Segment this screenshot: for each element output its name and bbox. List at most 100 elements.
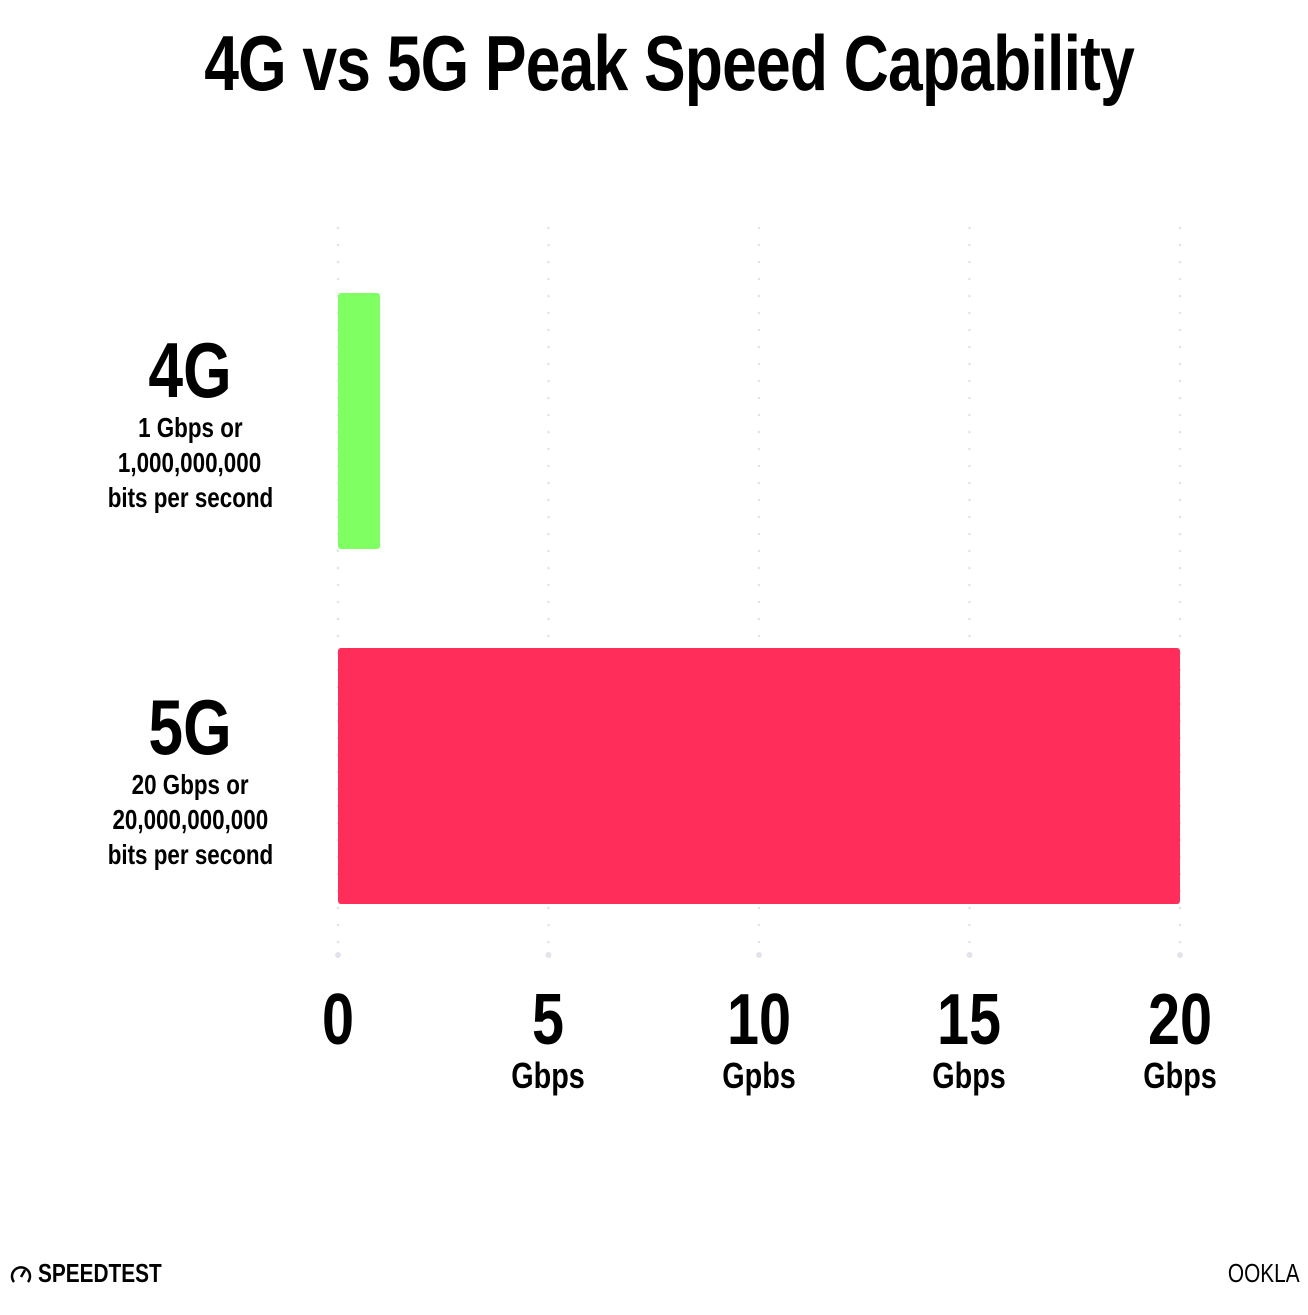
speedtest-logo: SPEEDTEST (8, 1258, 193, 1289)
x-tick-label: 0 (321, 980, 355, 1060)
grid-dot (1178, 362, 1182, 366)
grid-dot (547, 566, 550, 570)
x-tick-label: 10 Gpbs (722, 980, 796, 1096)
grid-dot (1178, 566, 1182, 570)
grid-dot (757, 277, 761, 281)
grid-dot (968, 532, 971, 536)
grid-dot (1178, 600, 1182, 604)
grid-dot (1178, 379, 1182, 383)
speedometer-icon (10, 1265, 32, 1283)
grid-dot (547, 413, 550, 417)
grid-dot (547, 379, 550, 383)
grid-dot (757, 498, 761, 502)
grid-dot (757, 549, 761, 553)
category-label-4g: 4G 1 Gbps or 1,000,000,000 bits per seco… (107, 326, 273, 513)
grid-dot (1178, 413, 1182, 417)
grid-dot (1178, 906, 1182, 910)
bar-4g (338, 293, 381, 549)
grid-dot (547, 243, 550, 247)
grid-dot (1178, 311, 1182, 315)
grid-dot (336, 277, 340, 281)
grid-dot (757, 328, 761, 332)
grid-dot (336, 600, 340, 604)
grid-dot (547, 328, 550, 332)
chart-title: 4G vs 5G Peak Speed Capability (204, 19, 1135, 107)
grid-dot (336, 617, 340, 621)
category-label-5g: 5G 20 Gbps or 20,000,000,000 bits per se… (107, 683, 273, 870)
grid-dot (336, 566, 340, 570)
grid-dot (757, 481, 761, 485)
grid-dot (547, 583, 550, 587)
grid-dot (547, 923, 550, 927)
grid-dot (1178, 481, 1182, 485)
grid-dot (547, 634, 550, 638)
grid-dot (1178, 328, 1182, 332)
grid-dot (547, 600, 550, 604)
grid-dot (547, 464, 550, 468)
grid-end-dot (335, 952, 341, 958)
grid-dot (968, 923, 971, 927)
grid-dot (1178, 498, 1182, 502)
grid-dot (336, 906, 340, 910)
x-tick-label: 20 Gbps (1143, 980, 1217, 1096)
grid-dot (547, 226, 550, 230)
grid-dot (1178, 464, 1182, 468)
grid-dot (968, 634, 971, 638)
grid-dot (968, 515, 971, 519)
grid-dot (968, 583, 971, 587)
grid-dot (757, 294, 761, 298)
grid-dot (1178, 583, 1182, 587)
grid-dot (547, 362, 550, 366)
grid-dot (968, 498, 971, 502)
grid-dot (757, 600, 761, 604)
grid-dot (757, 940, 761, 944)
grid-dot (1178, 345, 1182, 349)
x-tick-label: 5 Gbps (511, 980, 586, 1096)
grid-dot (968, 549, 971, 553)
grid-dot (547, 277, 550, 281)
grid-dot (757, 923, 761, 927)
grid-dot (547, 447, 550, 451)
grid-dot (968, 311, 971, 315)
grid-dot (336, 923, 340, 927)
grid-end-dot (966, 952, 973, 958)
grid-dot (757, 634, 761, 638)
grid-dot (547, 481, 550, 485)
grid-dot (757, 430, 761, 434)
grid-dot (757, 396, 761, 400)
grid-dot (968, 226, 971, 230)
grid-dot (1178, 532, 1182, 536)
grid-dot (1178, 243, 1182, 247)
grid-dot (968, 345, 971, 349)
grid-dot (1178, 396, 1182, 400)
grid-dot (968, 413, 971, 417)
grid-dot (547, 940, 550, 944)
grid-dot (1178, 447, 1182, 451)
grid-dot (968, 328, 971, 332)
grid-dot (757, 413, 761, 417)
grid-dot (1178, 634, 1182, 638)
grid-dot (968, 277, 971, 281)
grid-dot (968, 600, 971, 604)
grid-dot (336, 226, 340, 230)
grid-dot (547, 906, 550, 910)
grid-dot (1178, 923, 1182, 927)
grid-dot (757, 532, 761, 536)
grid-dot (968, 481, 971, 485)
grid-dot (757, 464, 761, 468)
grid-dot (757, 345, 761, 349)
grid-dot (968, 362, 971, 366)
grid-dot (1178, 226, 1182, 230)
grid-dot (757, 583, 761, 587)
grid-dot (1178, 260, 1182, 264)
grid-end-dot (545, 952, 552, 958)
grid-dot (968, 906, 971, 910)
grid-dot (757, 447, 761, 451)
grid-dot (757, 260, 761, 264)
grid-dot (968, 379, 971, 383)
grid-dot (1178, 294, 1182, 298)
grid-dot (968, 566, 971, 570)
grid-dot (757, 243, 761, 247)
grid-dot (968, 447, 971, 451)
